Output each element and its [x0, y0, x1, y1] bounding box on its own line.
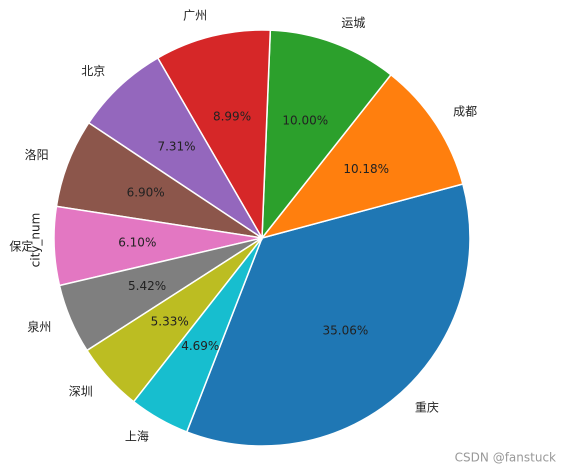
- slice-label: 广州: [183, 8, 207, 22]
- watermark: CSDN @fanstuck: [455, 451, 556, 465]
- percent-label: 8.99%: [213, 109, 251, 123]
- percent-label: 10.18%: [343, 162, 389, 176]
- percent-label: 5.42%: [128, 279, 166, 293]
- pie-slice: [132, 237, 263, 433]
- percent-label: 6.90%: [127, 185, 165, 199]
- pie-slice: [261, 29, 392, 241]
- slice-label: 重庆: [415, 401, 439, 415]
- percent-label: 6.10%: [118, 235, 156, 249]
- pie-slice: [156, 29, 272, 241]
- slice-label: 成都: [453, 105, 477, 119]
- slice-label: 洛阳: [25, 147, 49, 162]
- percent-label: 35.06%: [322, 323, 368, 337]
- slice-label: 上海: [125, 428, 149, 443]
- slice-label: 泉州: [27, 320, 51, 334]
- slice-label: 运城: [341, 16, 365, 30]
- pie-slice: [260, 73, 464, 240]
- slice-label: 保定: [9, 238, 33, 253]
- y-axis-label: city_num: [29, 213, 43, 268]
- percent-label: 4.69%: [181, 339, 219, 353]
- slice-label: 北京: [81, 64, 105, 78]
- percent-label: 5.33%: [151, 315, 189, 329]
- percent-label: 10.00%: [282, 113, 328, 127]
- slice-label: 深圳: [69, 385, 93, 399]
- percent-label: 7.31%: [157, 140, 195, 154]
